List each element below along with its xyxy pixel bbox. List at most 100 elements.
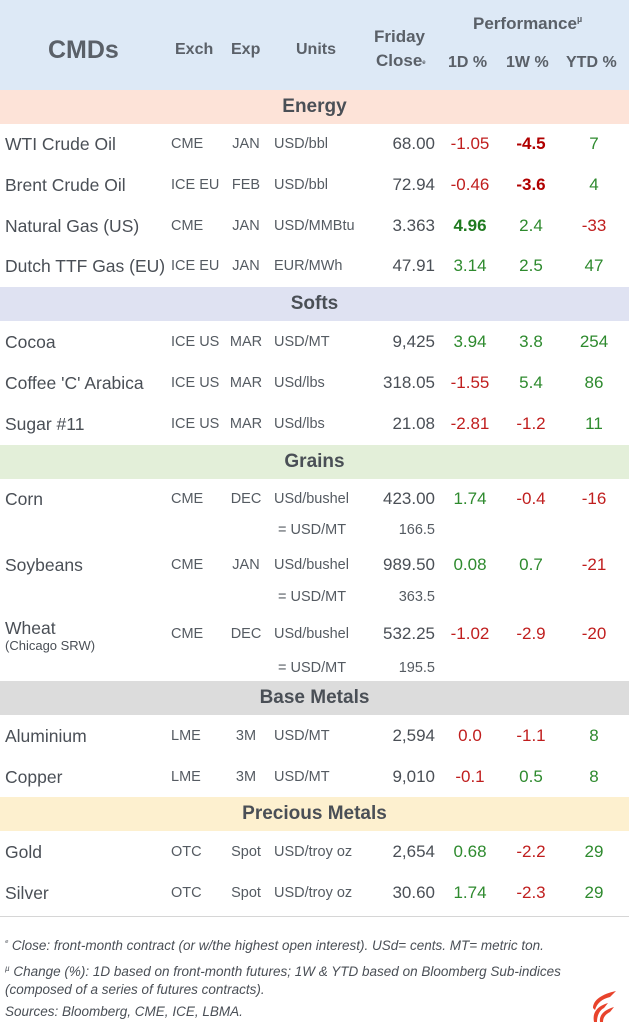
corn-conv-label: = USD/MT — [278, 522, 347, 538]
friday-close: 9,010 — [392, 767, 435, 786]
commodity-name: Dutch TTF Gas (EU) — [5, 256, 166, 276]
units: USD/bbl — [274, 177, 328, 193]
friday-close: 989.50 — [383, 555, 435, 574]
friday-close: 3.363 — [392, 216, 435, 235]
table-row: Gold OTC Spot USD/troy oz 2,654 0.68 -2.2 29 — [0, 832, 629, 872]
header-exch: Exch — [175, 41, 214, 58]
header-close: Closeᵉ — [376, 51, 426, 71]
expiry: FEB — [231, 177, 261, 193]
change-1d: 1.74 — [453, 883, 487, 902]
commodity-name: Sugar #11 — [5, 414, 85, 434]
exchange: CME — [171, 626, 204, 642]
section-precious-metals: Precious Metals — [0, 797, 629, 831]
change-ytd: 47 — [584, 256, 604, 275]
section-softs: Softs — [0, 287, 629, 321]
change-ytd: 8 — [589, 726, 599, 745]
footnote-close: ᵉ Close: front-month contract (or w/the … — [5, 934, 620, 955]
commodity-name: Copper — [5, 767, 63, 787]
units: USD/bbl — [274, 136, 328, 152]
units: USD/troy oz — [274, 844, 353, 860]
commodity-name: Coffee 'C' Arabica — [5, 373, 144, 393]
change-1d: -2.81 — [450, 414, 490, 433]
change-ytd: 8 — [589, 767, 599, 786]
footnote-change-mark: µ — [5, 964, 10, 973]
commodity-name: WTI Crude Oil — [5, 134, 116, 154]
performance-footnote-mark: µ — [576, 14, 583, 24]
exchange: ICE US — [171, 375, 220, 391]
table-row: Wheat CME DEC USd/bushel 532.25 -1.02 -2.9 -20 — [0, 614, 629, 654]
section-base-metals: Base Metals — [0, 681, 629, 715]
commodity-name: Cocoa — [5, 332, 56, 352]
table-row: Copper LME 3M USD/MT 9,010 -0.1 0.5 8 — [0, 757, 629, 797]
footnote-change: µ Change (%): 1D based on front-month fu… — [5, 960, 620, 999]
expiry: Spot — [231, 844, 261, 860]
units: USd/bushel — [274, 557, 349, 573]
commodity-name: Corn — [5, 489, 43, 509]
table-row: Dutch TTF Gas (EU) ICE EU JAN EUR/MWh 47.91 3… — [0, 246, 629, 286]
change-1w: 0.5 — [519, 767, 543, 786]
change-1w: 2.5 — [519, 256, 543, 275]
exchange: LME — [171, 769, 201, 785]
units: USD/MMBtu — [274, 218, 355, 234]
units: USD/MT — [274, 769, 330, 785]
table-row: Brent Crude Oil ICE EU FEB USD/bbl 72.94 -0.4… — [0, 165, 629, 205]
footnote-close-text: Close: front-month contract (or w/the hi… — [11, 938, 544, 953]
exchange: OTC — [171, 885, 202, 901]
expiry: JAN — [232, 258, 260, 274]
table-row: Silver OTC Spot USD/troy oz 30.60 1.74 -2.3 29 — [0, 873, 629, 913]
table-row: Soybeans CME JAN USd/bushel 989.50 0.08 0.7 -21 — [0, 545, 629, 585]
change-1w: -2.2 — [516, 842, 546, 861]
footnote-close-mark: ᵉ — [5, 938, 9, 947]
exchange: CME — [171, 218, 204, 234]
change-ytd: 4 — [589, 175, 599, 194]
header-1w: 1W % — [506, 54, 549, 71]
change-1d: -1.02 — [450, 624, 490, 643]
change-1w: -0.4 — [516, 489, 546, 508]
units: USD/MT — [274, 334, 330, 350]
expiry: JAN — [232, 218, 260, 234]
units: USd/lbs — [274, 375, 325, 391]
friday-close: 9,425 — [392, 332, 435, 351]
header-performance-label: Performance — [473, 14, 577, 33]
change-ytd: 7 — [589, 134, 599, 153]
exchange: CME — [171, 491, 204, 507]
commodity-name: Gold — [5, 842, 42, 862]
header-ytd: YTD % — [566, 54, 617, 71]
change-1d: 3.14 — [453, 256, 487, 275]
table-row: Corn CME DEC USd/bushel 423.00 1.74 -0.4 -16 — [0, 479, 629, 519]
change-ytd: -16 — [581, 489, 607, 508]
commodity-name: Natural Gas (US) — [5, 216, 140, 236]
units: USD/MT — [274, 728, 330, 744]
exchange: ICE EU — [171, 258, 220, 274]
change-1d: 0.08 — [453, 555, 487, 574]
table-row: Cocoa ICE US MAR USD/MT 9,425 3.94 3.8 254 — [0, 322, 629, 362]
corn-conv-value: 166.5 — [398, 522, 435, 538]
expiry: JAN — [232, 136, 260, 152]
units: USd/bushel — [274, 491, 349, 507]
header-exp: Exp — [231, 41, 261, 58]
units: EUR/MWh — [274, 258, 343, 274]
expiry: DEC — [230, 491, 262, 507]
commodity-name: Silver — [5, 883, 49, 903]
friday-close: 47.91 — [392, 256, 435, 275]
change-1d: 0.68 — [453, 842, 487, 861]
change-1d: -1.05 — [450, 134, 490, 153]
change-ytd: -33 — [581, 216, 607, 235]
friday-close: 2,654 — [392, 842, 435, 861]
table-row: Natural Gas (US) CME JAN USD/MMBtu 3.363 4.96… — [0, 206, 629, 246]
change-1w: -3.6 — [516, 175, 546, 194]
friday-close: 532.25 — [383, 624, 435, 643]
change-ytd: 254 — [579, 332, 609, 351]
friday-close: 2,594 — [392, 726, 435, 745]
table-row: Coffee 'C' Arabica ICE US MAR USd/lbs 318.05… — [0, 363, 629, 403]
change-1w: 5.4 — [519, 373, 543, 392]
change-ytd: 29 — [584, 883, 604, 902]
soybeans-conv-value: 363.5 — [398, 589, 435, 605]
change-1w: 0.7 — [519, 555, 543, 574]
header-friday: Friday — [374, 27, 426, 46]
change-ytd: -21 — [581, 555, 607, 574]
expiry: MAR — [229, 416, 263, 432]
section-energy: Energy — [0, 90, 629, 124]
change-1w: 2.4 — [519, 216, 543, 235]
commodity-name: Brent Crude Oil — [5, 175, 126, 195]
